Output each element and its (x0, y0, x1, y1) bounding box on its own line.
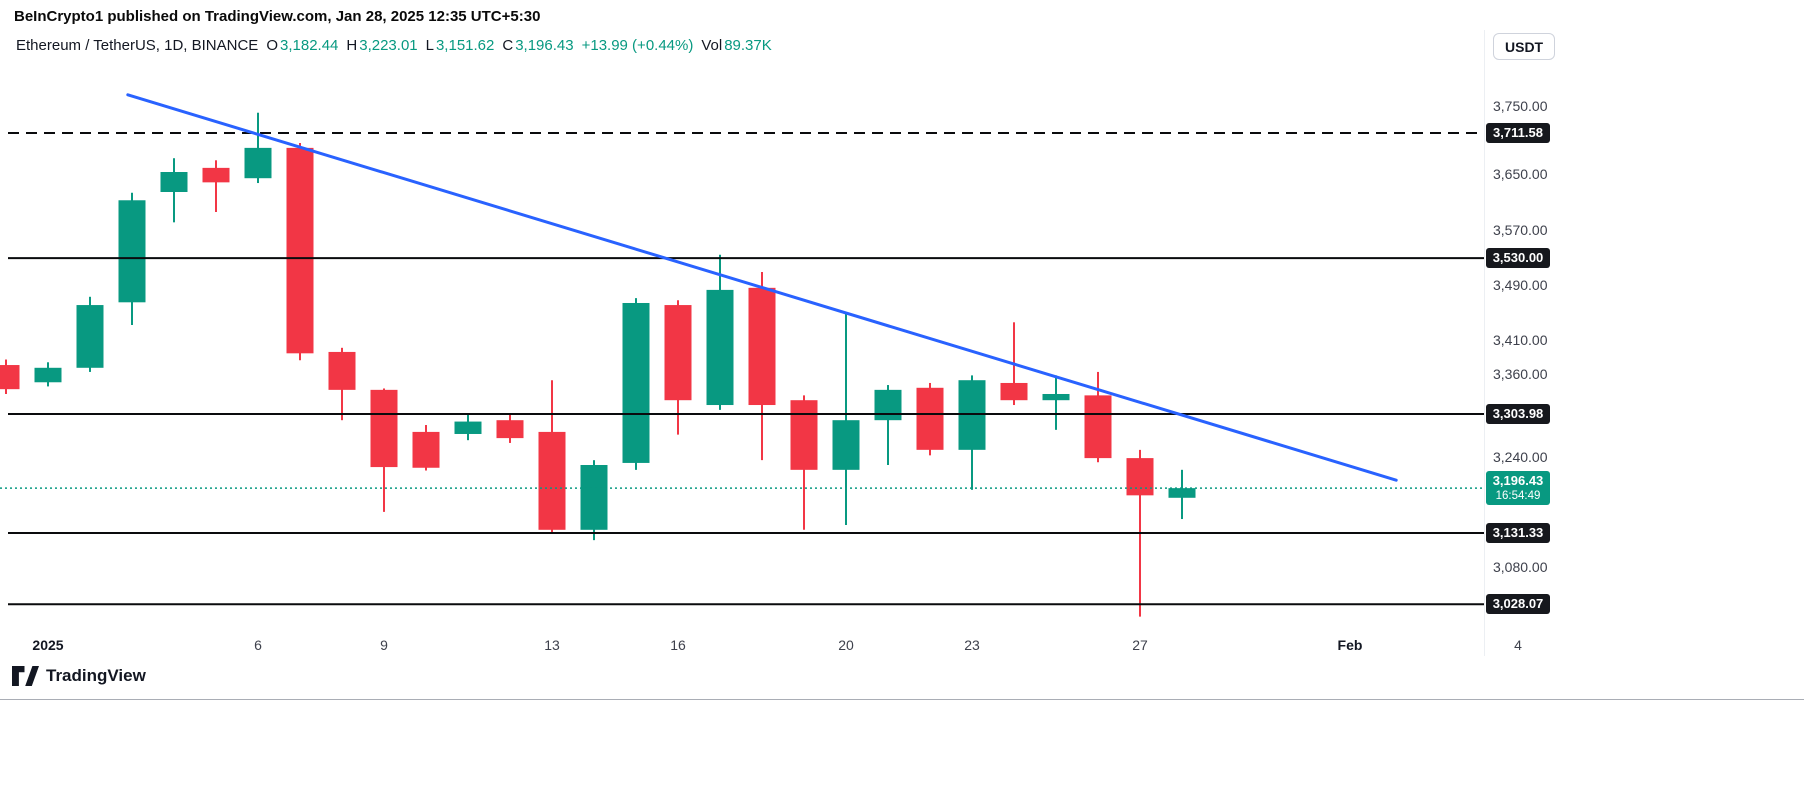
price-tick-label: 3,360.00 (1493, 366, 1548, 383)
descending-trendline (126, 93, 1398, 482)
candle-jan-12 (496, 413, 524, 443)
chart-legend: Ethereum / TetherUS, 1D, BINANCE O 3,182.… (16, 37, 772, 54)
candle-jan-26 (1084, 371, 1112, 463)
price-tick-label: 3,240.00 (1493, 449, 1548, 466)
price-tick-label: 3,570.00 (1493, 221, 1548, 238)
candle-jan-22 (916, 382, 944, 456)
ohlc-open: O 3,182.44 (266, 37, 338, 54)
candle-jan-11 (454, 413, 482, 441)
volume-value: 89.37K (724, 37, 772, 54)
candle-jan-20 (832, 311, 860, 525)
candle-jan-25 (1042, 375, 1070, 430)
ohlc-open-label: O (266, 37, 278, 54)
price-tick-label: 3,750.00 (1493, 97, 1548, 114)
ohlc-close: C 3,196.43 (502, 37, 573, 54)
candle-jan-2 (76, 296, 104, 372)
time-axis-label: 20 (838, 637, 854, 653)
candle-jan-14 (580, 460, 608, 541)
tradingview-logo-icon (12, 666, 39, 686)
time-axis-label: 2025 (32, 637, 64, 653)
price-level-label: 3,131.33 (1486, 523, 1550, 544)
ohlc-low: L 3,151.62 (426, 37, 495, 54)
ohlc-low-value: 3,151.62 (435, 37, 495, 54)
bottom-frame-line (0, 699, 1804, 700)
time-axis-label: 4 (1514, 637, 1522, 653)
volume: Vol 89.37K (701, 37, 771, 54)
change-value: +13.99 (+0.44%) (581, 37, 694, 54)
candle-jan-7 (286, 143, 314, 361)
price-tick-label: 3,490.00 (1493, 276, 1548, 293)
ohlc-high-value: 3,223.01 (359, 37, 418, 54)
price-tick-label: 3,650.00 (1493, 166, 1548, 183)
ohlc-low-label: L (425, 37, 434, 54)
candle-jan-5 (202, 160, 230, 212)
time-axis-label: 27 (1132, 637, 1148, 653)
candle-jan-8 (328, 347, 356, 421)
ohlc-high: H 3,223.01 (346, 37, 417, 54)
symbol-title: Ethereum / TetherUS, 1D, BINANCE (16, 37, 259, 54)
time-axis-label: 23 (964, 637, 980, 653)
time-axis-label: 13 (544, 637, 560, 653)
candle-jan-10 (412, 425, 440, 471)
price-tick-label: 3,410.00 (1493, 331, 1548, 348)
time-axis-label: 9 (380, 637, 388, 653)
ohlc-high-label: H (346, 37, 358, 54)
candle-jan-18 (748, 271, 776, 461)
price-tick-label: 3,080.00 (1493, 559, 1548, 576)
price-level-label: 3,711.58 (1486, 123, 1550, 143)
last-price-label: 3,196.43 16:54:49 (1486, 471, 1550, 506)
candle-jan-17 (706, 254, 734, 410)
candle-jan-16 (664, 300, 692, 435)
ohlc-open-value: 3,182.44 (280, 37, 339, 54)
candle-jan-21 (874, 385, 902, 466)
candle-dec-31 (0, 359, 20, 394)
ohlc-close-label: C (502, 37, 514, 54)
price-level-label: 3,028.07 (1486, 594, 1550, 615)
candle-jan-13 (538, 380, 566, 534)
tradingview-attribution[interactable]: TradingView (12, 666, 146, 686)
candle-jan-1 (34, 362, 62, 387)
ohlc-close-value: 3,196.43 (515, 37, 574, 54)
time-axis-label: Feb (1337, 637, 1363, 653)
volume-label: Vol (701, 37, 723, 54)
candle-jan-4 (160, 158, 188, 223)
time-axis-label: 6 (254, 637, 262, 653)
candle-jan-23 (958, 375, 986, 490)
time-axis[interactable]: 2025 6 9 13 16 20 23 27 Feb 4 (0, 637, 1560, 659)
candle-jan-28 (1168, 469, 1196, 520)
candle-jan-6 (244, 112, 272, 184)
tradingview-brand-text: TradingView (46, 666, 146, 685)
chart-canvas[interactable] (0, 60, 1484, 635)
currency-button[interactable]: USDT (1493, 33, 1556, 60)
candle-jan-9 (370, 388, 398, 512)
time-axis-label: 16 (670, 637, 686, 653)
price-axis-separator (1484, 30, 1485, 656)
candle-jan-15 (622, 298, 650, 470)
candle-jan-19 (790, 395, 818, 530)
attribution-text: BeInCrypto1 published on TradingView.com… (14, 8, 541, 25)
price-axis[interactable]: 3,750.00 3,650.00 3,570.00 3,490.00 3,410.00… (1484, 0, 1624, 803)
price-level-label: 3,530.00 (1486, 248, 1550, 269)
price-level-label: 3,303.98 (1486, 403, 1550, 424)
